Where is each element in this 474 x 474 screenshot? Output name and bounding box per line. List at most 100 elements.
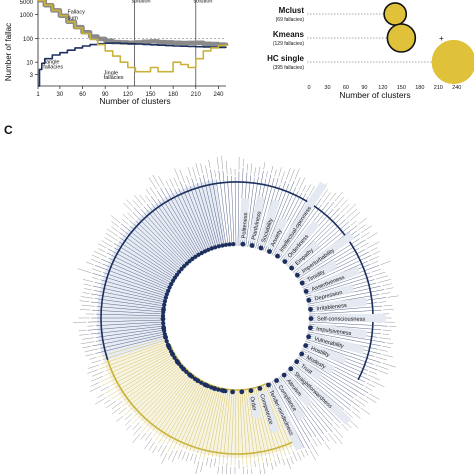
leaf-label-mark	[187, 167, 192, 177]
leaf-label-mark	[278, 167, 282, 177]
factor-dot	[160, 317, 166, 322]
leaf-label-mark	[80, 296, 94, 299]
leaf-branch	[90, 325, 166, 335]
leaf-label-mark	[195, 162, 200, 176]
leaf-branch	[307, 331, 381, 347]
leaf-label-mark	[298, 177, 306, 190]
leaf-label-mark	[360, 232, 370, 239]
factor-dot	[179, 266, 184, 271]
leaf-branch	[162, 379, 201, 444]
leaf-label-mark	[195, 460, 200, 474]
leaf-label-mark	[346, 208, 358, 219]
factor-dot	[196, 252, 201, 257]
leaf-label-mark	[173, 177, 179, 187]
factor-dot	[303, 289, 309, 294]
x-tick-label: 120	[378, 85, 387, 91]
leaf-label-mark	[79, 334, 89, 336]
leaf-label-mark	[95, 397, 107, 405]
factor-dot	[248, 388, 254, 394]
leaf-label-mark	[292, 451, 298, 462]
leaf-label-mark	[165, 180, 170, 187]
leaf-label-mark	[205, 165, 209, 179]
leaf-branch	[119, 232, 179, 276]
factor-dot	[181, 367, 186, 372]
leaf-label-mark	[86, 261, 94, 266]
leaf-label-mark	[124, 413, 133, 421]
leaf-label-mark	[334, 197, 344, 209]
leaf-branch	[127, 363, 182, 407]
factor-dot	[267, 249, 272, 254]
leaf-label-mark	[179, 169, 186, 184]
leaf-label-mark	[132, 200, 140, 209]
leaf-label-mark	[81, 304, 96, 307]
x-tick-label: 150	[397, 85, 406, 91]
factor-label: Planfulness	[251, 211, 263, 241]
leaf-branch	[243, 389, 252, 468]
leaf-label-mark	[345, 411, 353, 418]
panel-c-dendrogram: C Politeness PlanfulnessSociabilityAnxiet…	[4, 123, 399, 474]
leaf-label-mark	[100, 386, 110, 392]
leaf-label-mark	[322, 189, 329, 198]
leaf-label-mark	[132, 433, 141, 444]
leaf-label-mark	[300, 450, 305, 458]
x-tick-label: 150	[145, 92, 156, 98]
factor-dot	[306, 297, 312, 303]
leaf-label-mark	[200, 461, 204, 473]
leaf-label-mark	[265, 171, 268, 178]
leaf-label-mark	[364, 386, 373, 391]
factor-dot	[274, 378, 279, 383]
leaf-label-mark	[274, 460, 277, 467]
leaf-label-mark	[145, 188, 151, 196]
leaf-branch	[151, 203, 195, 261]
leaf-label-mark	[82, 292, 90, 294]
annotation: solution	[132, 0, 151, 5]
annotation: Jingle	[104, 71, 118, 77]
leaf-label-mark	[372, 251, 380, 255]
leaf-branch	[91, 309, 166, 315]
leaf-label-mark	[254, 167, 256, 177]
leaf-label-mark	[324, 442, 331, 451]
leaf-label-mark	[375, 356, 388, 361]
leaf-label-mark	[354, 398, 366, 407]
leaf-label-mark	[177, 449, 183, 459]
leaf-label-mark	[387, 295, 399, 298]
leaf-branch	[166, 380, 203, 445]
leaf-branch	[95, 335, 168, 354]
leaf-label-mark	[89, 357, 97, 360]
leaf-label-mark	[160, 445, 167, 457]
leaf-label-mark	[374, 271, 386, 276]
factor-dot	[295, 272, 300, 278]
leaf-branch	[107, 248, 174, 285]
leaf-label-mark	[122, 219, 129, 225]
leaf-label-mark	[152, 445, 158, 454]
leaf-label-mark	[247, 469, 248, 474]
leaf-label-mark	[348, 419, 359, 429]
leaf-branch	[308, 305, 383, 313]
factor-label-bg	[238, 198, 250, 241]
factor-dot	[170, 278, 176, 283]
factor-dot	[206, 247, 211, 252]
leaf-label-mark	[382, 354, 393, 358]
y-axis-label: Number of fallac	[4, 23, 13, 81]
leaf-branch	[234, 389, 237, 466]
factor-dot	[199, 380, 204, 385]
factor-label-bg	[275, 181, 327, 255]
leaf-label-mark	[375, 275, 388, 280]
leaf-label-mark	[171, 450, 178, 463]
leaf-branch	[255, 387, 275, 459]
leaf-branch	[113, 247, 175, 283]
factor-dot	[227, 242, 232, 247]
leaf-label-mark	[378, 370, 388, 375]
leaf-branch	[167, 381, 205, 452]
cluster-ring	[169, 344, 268, 391]
leaf-branch	[92, 272, 169, 297]
factor-dot	[249, 243, 255, 248]
annotation: fallacies	[104, 75, 124, 81]
factor-label: Order	[248, 396, 257, 411]
leaf-label-mark	[341, 423, 349, 431]
leaf-branch	[108, 257, 172, 288]
leaf-label-mark	[302, 185, 307, 192]
leaf-label-mark	[106, 228, 119, 237]
factor-dot	[165, 342, 171, 347]
